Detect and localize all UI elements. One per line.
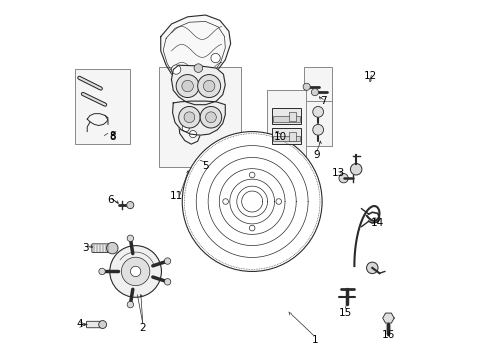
Bar: [272, 128, 300, 144]
Bar: [304, 67, 332, 101]
Bar: [272, 108, 300, 125]
Circle shape: [122, 257, 150, 285]
Text: 12: 12: [364, 71, 377, 81]
Text: 3: 3: [82, 243, 89, 253]
Circle shape: [313, 125, 323, 135]
Circle shape: [164, 258, 171, 264]
Circle shape: [303, 83, 310, 90]
Bar: [273, 116, 299, 122]
Text: 7: 7: [320, 96, 327, 106]
Circle shape: [190, 131, 196, 138]
Bar: [289, 132, 295, 140]
Circle shape: [311, 89, 318, 96]
Text: 8: 8: [109, 132, 116, 142]
Circle shape: [182, 80, 194, 92]
Text: 9: 9: [314, 150, 320, 160]
Text: 11: 11: [170, 191, 183, 201]
Circle shape: [276, 199, 282, 204]
Circle shape: [223, 199, 228, 204]
Text: 2: 2: [140, 323, 146, 333]
Circle shape: [172, 65, 181, 74]
FancyBboxPatch shape: [92, 244, 111, 252]
Circle shape: [313, 107, 323, 117]
Polygon shape: [383, 313, 394, 323]
Circle shape: [197, 75, 220, 98]
Circle shape: [179, 107, 200, 128]
Circle shape: [184, 112, 195, 123]
Circle shape: [182, 125, 190, 132]
Circle shape: [110, 246, 161, 297]
Circle shape: [127, 235, 134, 242]
Circle shape: [127, 301, 134, 308]
Text: 4: 4: [77, 319, 83, 329]
Bar: [267, 90, 306, 157]
Circle shape: [99, 268, 105, 275]
Circle shape: [176, 75, 199, 98]
Circle shape: [249, 172, 255, 178]
Circle shape: [194, 64, 203, 72]
Circle shape: [98, 320, 107, 328]
Bar: [159, 67, 242, 167]
Text: 1: 1: [312, 334, 318, 345]
Circle shape: [211, 53, 220, 63]
Bar: [273, 136, 299, 141]
Text: 10: 10: [274, 132, 288, 142]
FancyBboxPatch shape: [87, 321, 101, 328]
Circle shape: [367, 262, 378, 274]
Polygon shape: [161, 15, 231, 90]
Text: 6: 6: [107, 195, 114, 205]
Text: 5: 5: [202, 161, 209, 171]
Bar: [304, 99, 332, 146]
Text: 8: 8: [109, 131, 115, 140]
Circle shape: [130, 266, 141, 276]
Polygon shape: [172, 65, 225, 105]
Text: 16: 16: [382, 330, 395, 340]
Circle shape: [182, 132, 322, 271]
Polygon shape: [172, 101, 225, 135]
Circle shape: [205, 112, 216, 123]
Circle shape: [107, 242, 118, 254]
Text: 13: 13: [332, 168, 345, 178]
Text: 15: 15: [339, 308, 352, 318]
Circle shape: [200, 107, 221, 128]
Circle shape: [126, 202, 134, 209]
Bar: [289, 112, 295, 121]
Circle shape: [339, 174, 348, 183]
Circle shape: [203, 80, 215, 92]
Circle shape: [164, 279, 171, 285]
Circle shape: [249, 225, 255, 231]
Text: 14: 14: [371, 218, 384, 228]
Circle shape: [350, 163, 362, 175]
Bar: [74, 69, 130, 144]
